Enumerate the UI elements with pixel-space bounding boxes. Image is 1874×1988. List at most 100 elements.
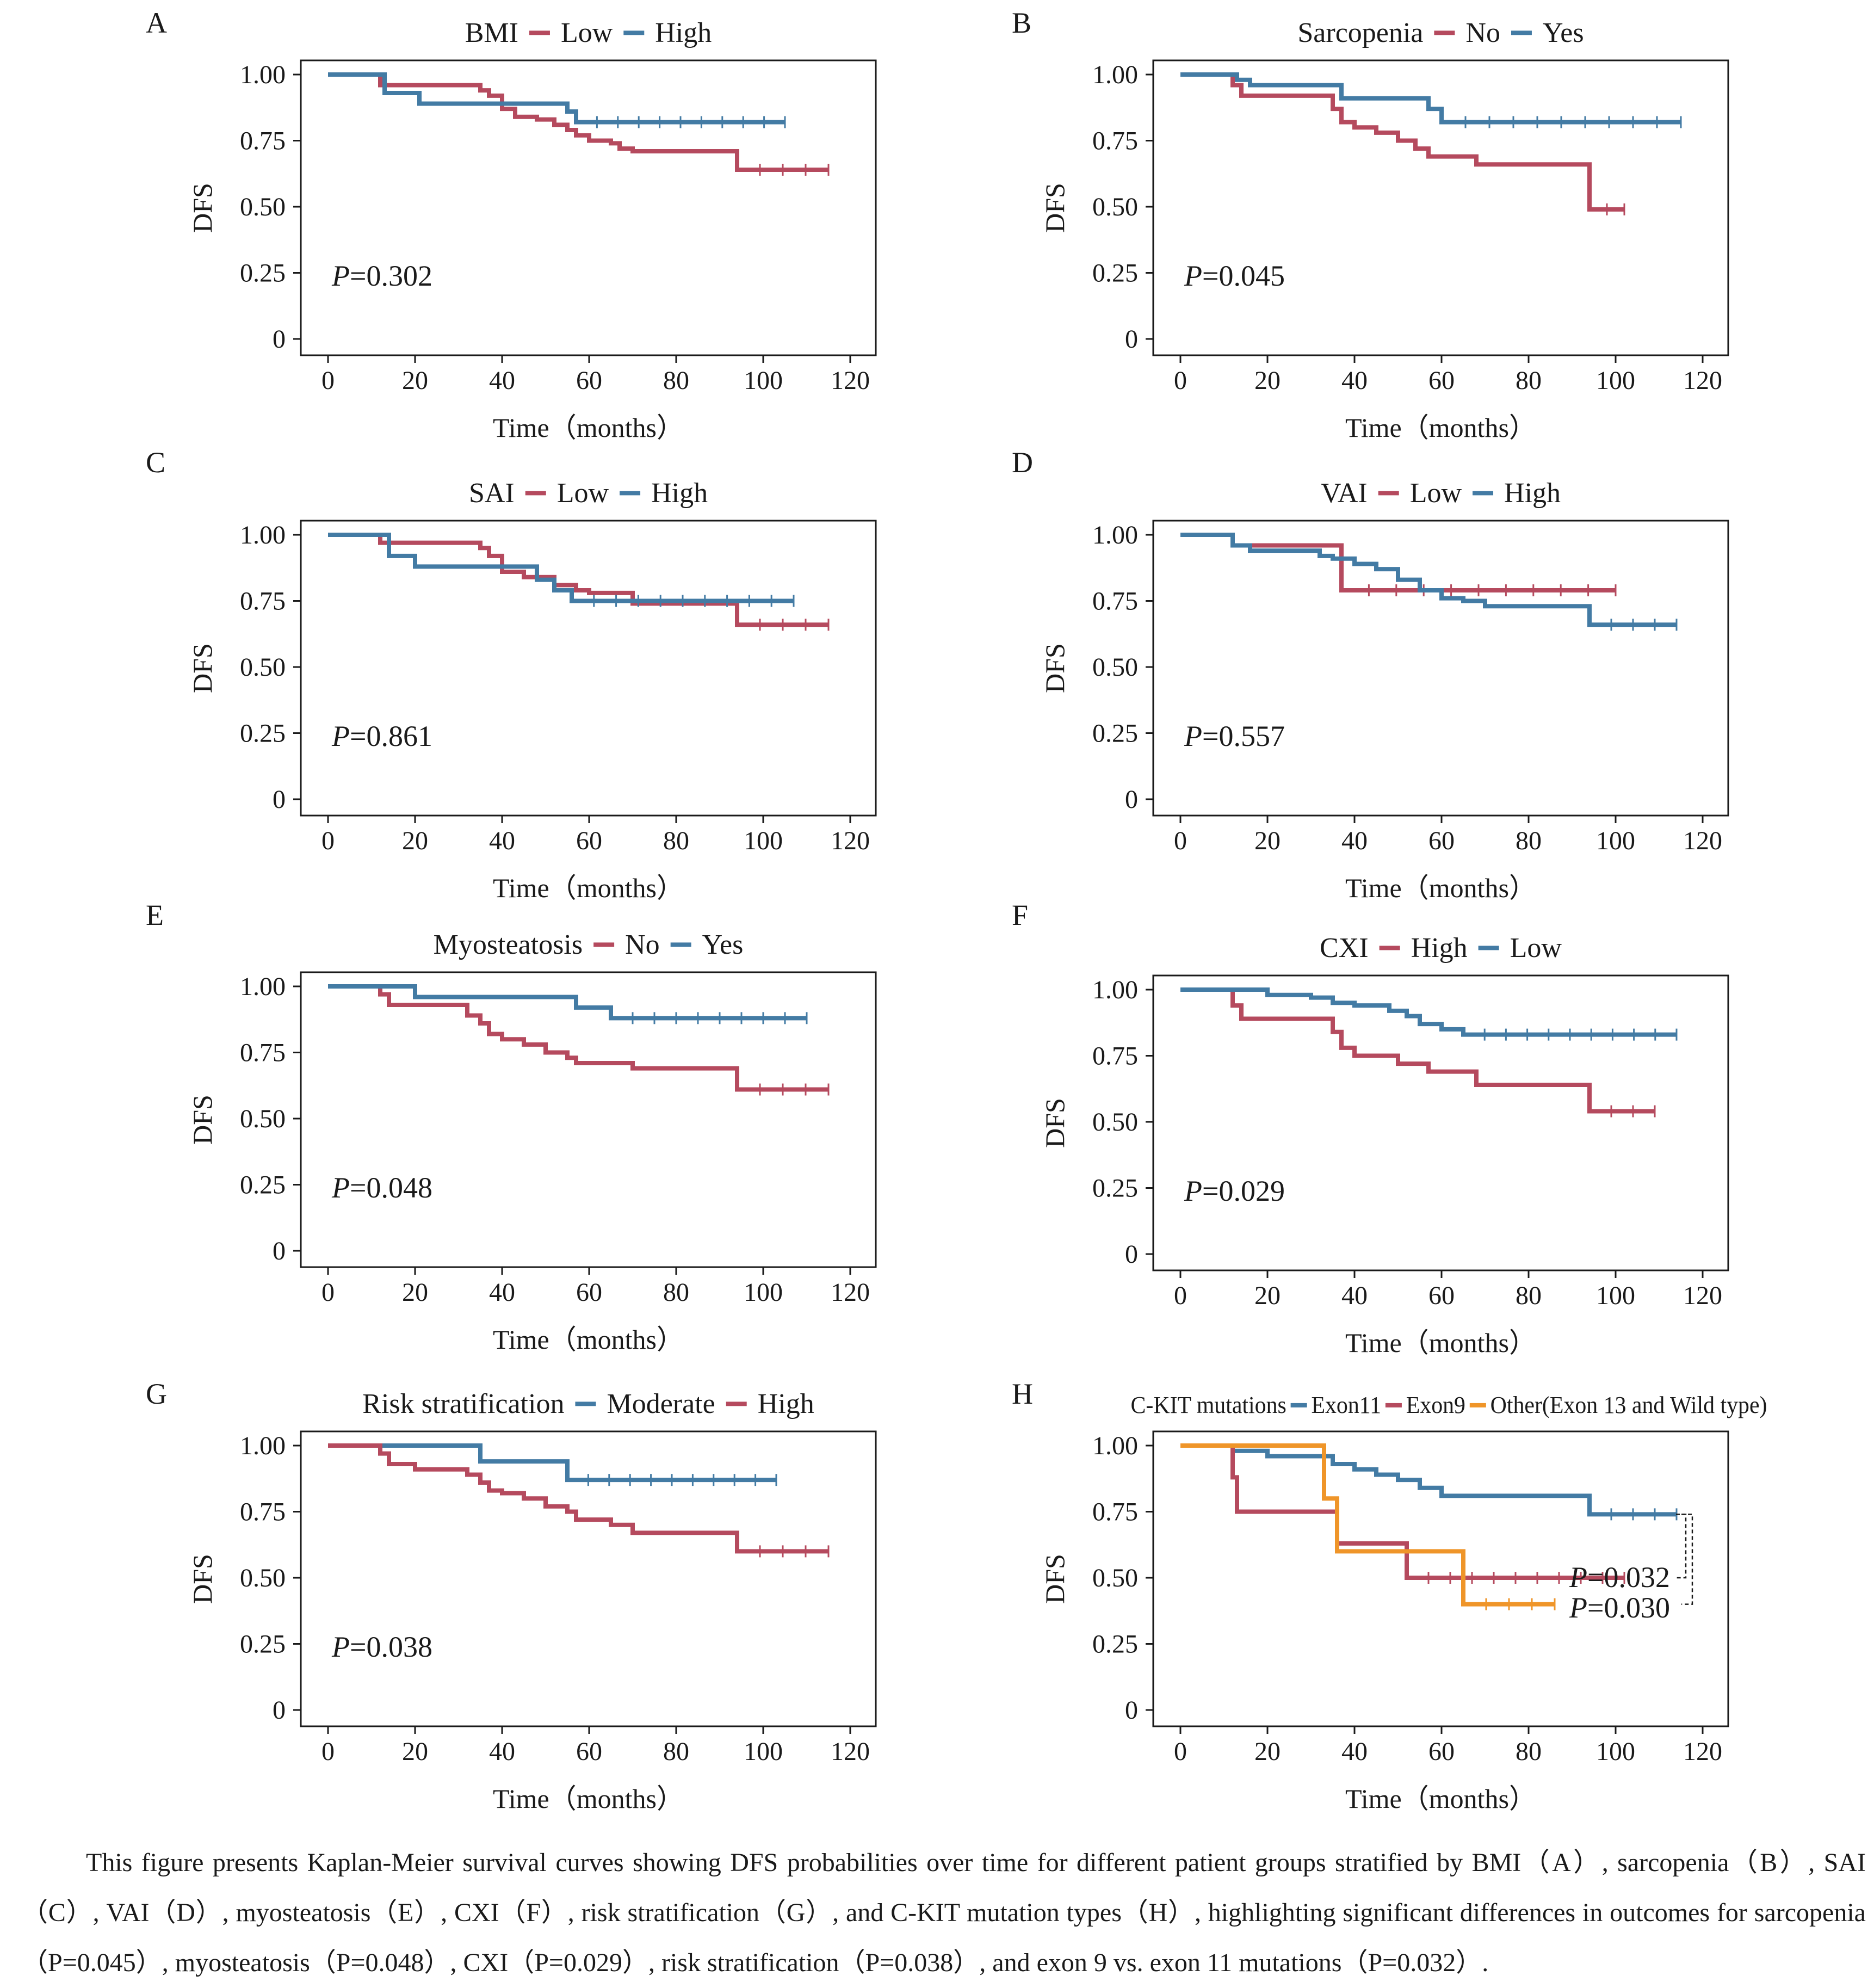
x-tick-label: 0 (1174, 1281, 1187, 1310)
x-tick-label: 100 (744, 1737, 783, 1766)
x-tick-label: 40 (489, 1737, 515, 1766)
y-axis-label: DFS (187, 1095, 218, 1145)
legend-label: CXI (1320, 933, 1369, 964)
x-tick-label: 120 (831, 1278, 870, 1307)
y-tick-label: 0 (273, 785, 286, 814)
x-tick-label: 120 (831, 826, 870, 855)
legend: Sarcopenia No Yes (1297, 17, 1584, 48)
y-tick-label: 0.75 (1092, 1042, 1138, 1071)
legend-label: Sarcopenia (1297, 17, 1423, 48)
legend-label: Low (1510, 933, 1562, 964)
x-tick-label: 60 (1428, 1281, 1455, 1310)
legend-label: C-KIT mutations (1131, 1392, 1287, 1418)
y-tick-label: 0 (273, 325, 286, 354)
panel-c: C 0 0.25 0.50 0.75 1.00 0 20 40 60 80 100 120 DFS Time… (146, 446, 877, 903)
y-tick-label: 0.50 (1092, 1564, 1138, 1592)
y-tick-label: 0.25 (1092, 259, 1138, 288)
legend-label: BMI (465, 17, 518, 48)
y-tick-label: 1.00 (240, 60, 286, 89)
x-tick-label: 60 (1428, 366, 1455, 395)
km-curve (328, 1443, 828, 1554)
km-curve (328, 72, 785, 125)
legend-label: SAI (469, 478, 515, 509)
y-axis-label: DFS (187, 1554, 218, 1604)
x-tick-label: 60 (576, 1737, 602, 1766)
panel-d: D 0 0.25 0.50 0.75 1.00 0 20 40 60 80 100 120 DFS Time… (1012, 446, 1729, 903)
y-tick-label: 0 (1125, 325, 1138, 354)
panel-letter: A (146, 7, 167, 39)
y-tick-label: 0 (1125, 1696, 1138, 1725)
x-tick-label: 40 (1341, 366, 1368, 395)
panel-letter: B (1012, 7, 1031, 39)
y-tick-label: 0.25 (1092, 1630, 1138, 1659)
x-axis-label: Time（months） (493, 1324, 684, 1355)
legend-label: No (625, 929, 660, 960)
y-axis-label: DFS (187, 183, 218, 233)
km-curve (328, 533, 794, 603)
x-tick-label: 20 (1254, 1281, 1281, 1310)
x-tick-label: 20 (402, 1737, 428, 1766)
y-axis-label: DFS (1040, 1554, 1070, 1604)
legend: BMI Low High (465, 17, 712, 48)
x-tick-label: 40 (1341, 1737, 1368, 1766)
x-tick-label: 0 (321, 826, 335, 855)
x-tick-label: 40 (489, 826, 515, 855)
x-tick-label: 20 (1254, 826, 1281, 855)
x-tick-label: 20 (402, 826, 428, 855)
km-curve (1180, 1443, 1677, 1517)
km-curve (1180, 1443, 1624, 1580)
x-tick-label: 60 (1428, 826, 1455, 855)
x-tick-label: 40 (1341, 1281, 1368, 1310)
y-tick-label: 0 (1125, 785, 1138, 814)
y-tick-label: 1.00 (1092, 521, 1138, 550)
p-value: P=0.045 (1184, 260, 1285, 292)
y-tick-label: 0.75 (240, 1498, 286, 1527)
km-curve (1180, 987, 1677, 1037)
y-tick-label: 0.50 (240, 1564, 286, 1592)
x-tick-label: 120 (1683, 1281, 1722, 1310)
km-curve (328, 1443, 776, 1483)
x-tick-label: 60 (576, 1278, 602, 1307)
panel-letter: F (1012, 899, 1028, 931)
y-tick-label: 0 (1125, 1240, 1138, 1269)
x-tick-label: 0 (1174, 826, 1187, 855)
y-tick-label: 0.75 (240, 1039, 286, 1067)
comparison-bracket (1681, 1514, 1693, 1605)
x-axis-label: Time（months） (493, 1783, 684, 1814)
figure-canvas: A 0 0.25 0.50 0.75 1.00 0 20 40 60 80 100 120 DFS Time… (146, 7, 1767, 1814)
x-tick-label: 80 (663, 1737, 689, 1766)
x-tick-label: 20 (1254, 366, 1281, 395)
y-tick-label: 0.50 (1092, 193, 1138, 221)
x-tick-label: 80 (663, 366, 689, 395)
x-tick-label: 100 (1596, 826, 1635, 855)
y-tick-label: 0.25 (240, 719, 286, 748)
y-tick-label: 1.00 (1092, 1431, 1138, 1460)
legend: VAI Low High (1321, 478, 1561, 509)
panel-letter: G (146, 1378, 167, 1410)
y-tick-label: 0.50 (1092, 1108, 1138, 1137)
x-tick-label: 100 (1596, 366, 1635, 395)
x-tick-label: 120 (1683, 366, 1722, 395)
y-tick-label: 1.00 (240, 972, 286, 1001)
legend-label: Yes (702, 929, 744, 960)
km-curve (1180, 72, 1681, 125)
panel-letter: H (1012, 1378, 1033, 1410)
p-value: P=0.048 (331, 1171, 432, 1204)
x-tick-label: 40 (489, 366, 515, 395)
x-axis-label: Time（months） (493, 412, 684, 443)
x-tick-label: 80 (663, 826, 689, 855)
legend: Risk stratification Moderate High (362, 1388, 814, 1419)
y-tick-label: 0.25 (240, 259, 286, 288)
panel-a: A 0 0.25 0.50 0.75 1.00 0 20 40 60 80 100 120 DFS Time… (146, 7, 877, 443)
km-curve (328, 984, 828, 1092)
x-tick-label: 100 (744, 1278, 783, 1307)
p-value: P=0.302 (331, 260, 432, 292)
y-tick-label: 0.25 (1092, 719, 1138, 748)
x-tick-label: 20 (402, 1278, 428, 1307)
y-tick-label: 1.00 (1092, 976, 1138, 1004)
p-value: P=0.030 (1569, 1591, 1670, 1624)
km-curve (1180, 987, 1655, 1114)
y-tick-label: 0.75 (240, 587, 286, 616)
legend-label: High (758, 1388, 814, 1419)
y-tick-label: 0.75 (1092, 1498, 1138, 1527)
